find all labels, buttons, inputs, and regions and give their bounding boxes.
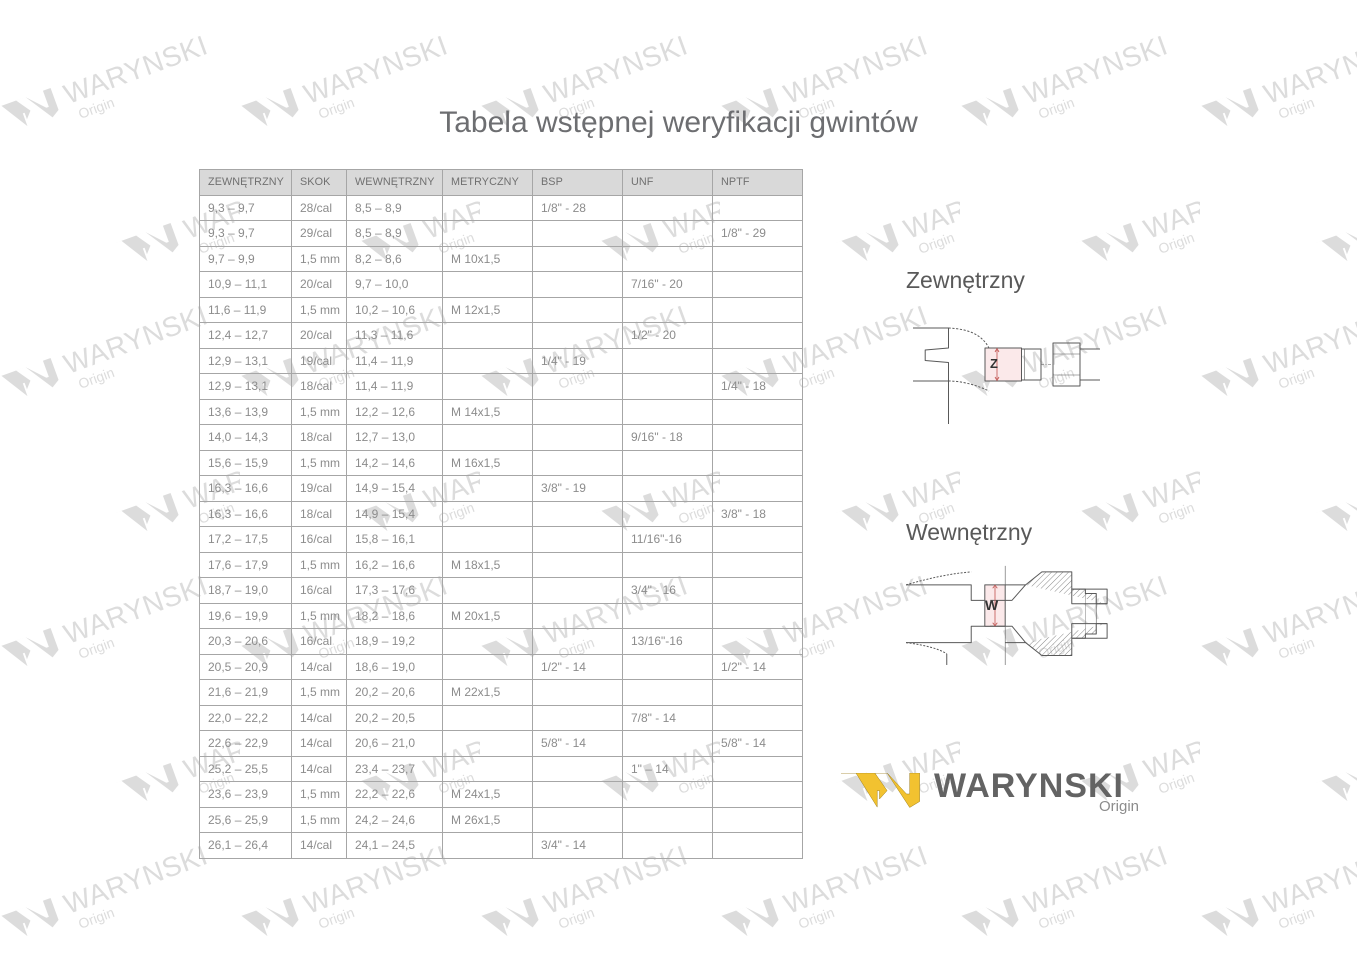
svg-text:Z: Z [990,356,998,371]
svg-text:W: W [985,597,999,613]
